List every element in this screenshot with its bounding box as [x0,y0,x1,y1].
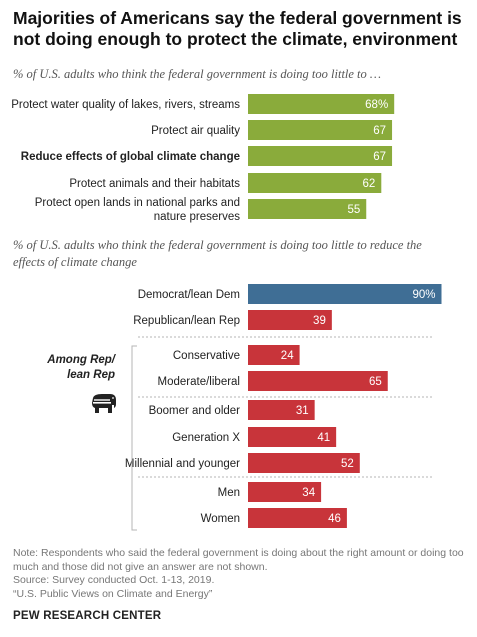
value-label-party-5: 41 [317,432,330,444]
bar-party-7 [248,482,322,502]
category-label-env-2: Reduce effects of global climate change [21,151,240,163]
elephant-icon [92,394,116,413]
bar-party-8 [248,508,347,528]
report-text: “U.S. Public Views on Climate and Energy… [13,587,213,600]
category-label-party-0: Democrat/lean Dem [138,289,240,301]
value-label-env-3: 62 [363,178,376,190]
value-label-party-3: 65 [369,376,382,388]
value-label-env-2: 67 [373,151,386,163]
category-label-party-4: Boomer and older [149,405,241,417]
chart-title: Majorities of Americans say the federal … [13,8,462,49]
value-label-env-4: 55 [347,204,360,216]
category-label-party-8: Women [201,513,240,525]
bar-env-0 [248,94,395,114]
value-label-env-1: 67 [373,125,386,137]
category-label-party-1: Republican/lean Rep [133,315,240,327]
bar-party-3 [248,371,388,391]
bar-party-0 [248,284,442,304]
bar-env-4 [248,199,367,219]
category-label-party-7: Men [218,487,240,499]
category-label-party-3: Moderate/liberal [158,376,240,388]
bar-party-1 [248,310,332,330]
category-label-env-0: Protect water quality of lakes, rivers, … [11,99,240,111]
bar-party-6 [248,453,360,473]
source-text: Source: Survey conducted Oct. 1-13, 2019… [13,574,215,586]
category-label-env-1: Protect air quality [151,125,240,137]
bar-env-2 [248,146,393,166]
note-text: Note: Respondents who said the federal g… [13,547,464,573]
chart-1-subtitle: % of U.S. adults who think the federal g… [13,67,382,81]
group-label-line-0: Among Rep/ [46,354,117,366]
footnotes: Note: Respondents who said the federal g… [13,547,468,601]
group-bracket [131,345,137,531]
bar-env-3 [248,173,382,193]
category-label-env-3: Protect animals and their habitats [69,178,240,190]
value-label-party-8: 46 [328,513,341,525]
value-label-env-0: 68% [365,99,388,111]
value-label-party-2: 24 [281,350,294,362]
category-label-env-4-line-1: nature preserves [154,211,241,223]
chart-2-subtitle: % of U.S. adults who think the federal g… [13,238,422,269]
bar-party-5 [248,427,337,447]
category-label-party-6: Millennial and younger [125,458,240,470]
bar-env-1 [248,120,393,140]
bar-party-4 [248,400,315,420]
category-label-party-5: Generation X [172,432,240,444]
value-label-party-6: 52 [341,458,354,470]
value-label-party-0: 90% [412,289,435,301]
value-label-party-7: 34 [302,487,315,499]
category-label-party-2: Conservative [173,350,240,362]
group-label-line-1: lean Rep [67,369,115,381]
category-label-env-4-line-0: Protect open lands in national parks and [35,197,240,209]
value-label-party-4: 31 [296,405,309,417]
value-label-party-1: 39 [313,315,326,327]
brand-logo-text: PEW RESEARCH CENTER [13,610,162,622]
bar-party-2 [248,345,300,365]
